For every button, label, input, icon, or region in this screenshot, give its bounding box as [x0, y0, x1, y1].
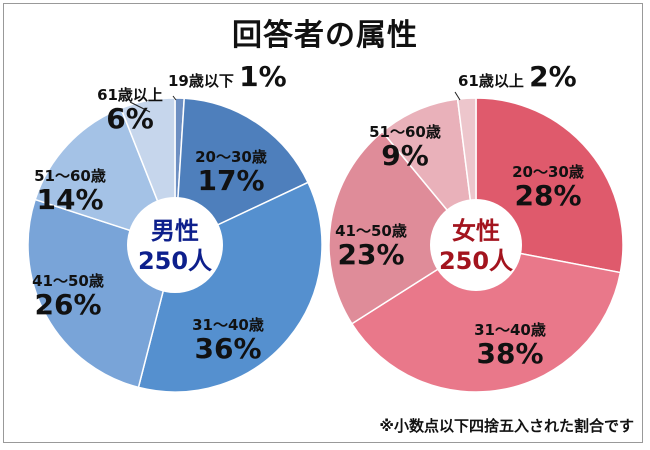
slice-category-label: 61歳以上	[97, 86, 163, 104]
chart-title: 回答者の属性	[232, 18, 418, 53]
leader-line	[454, 91, 461, 101]
center-label: 250人	[138, 247, 212, 275]
slice-category-label: 41〜50歳	[335, 222, 407, 240]
slice-value-label: 14%	[36, 183, 103, 216]
slice-category-label: 51〜60歳	[369, 123, 441, 141]
pie-slice-male-2	[137, 181, 323, 393]
pie-slice-male-4	[34, 107, 177, 247]
slice-value-label: 38%	[476, 337, 543, 370]
pie-slice-male-1	[174, 97, 310, 247]
slice-value-label: 26%	[34, 288, 101, 321]
rounding-note: ※小数点以下四捨五入された割合です	[379, 417, 634, 435]
slice-category-label: 51〜60歳	[34, 167, 106, 185]
slice-category-label: 20〜30歳	[195, 148, 267, 166]
slice-value-label: 36%	[194, 332, 261, 365]
center-label: 女性	[452, 217, 500, 245]
center-label: 250人	[439, 247, 513, 275]
pie-slice-female-2	[328, 130, 478, 325]
slice-category-label: 31〜40歳	[474, 321, 546, 339]
slice-value-label: 6%	[106, 102, 154, 135]
slice-label: 61歳以上 2%	[458, 60, 577, 93]
center-label: 男性	[151, 217, 199, 245]
slice-category-label: 31〜40歳	[192, 316, 264, 334]
slice-value-label: 23%	[337, 238, 404, 271]
pie-center-hole	[430, 199, 522, 291]
slice-value-label: 17%	[197, 164, 264, 197]
slice-value-label: 9%	[381, 139, 429, 172]
leader-line	[172, 95, 177, 101]
pie-center-hole	[127, 197, 223, 293]
slice-label: 19歳以下 1%	[168, 60, 287, 93]
slice-value-label: 28%	[514, 179, 581, 212]
slice-category-label: 20〜30歳	[512, 163, 584, 181]
leader-line	[129, 101, 151, 113]
slice-category-label: 41〜50歳	[32, 272, 104, 290]
